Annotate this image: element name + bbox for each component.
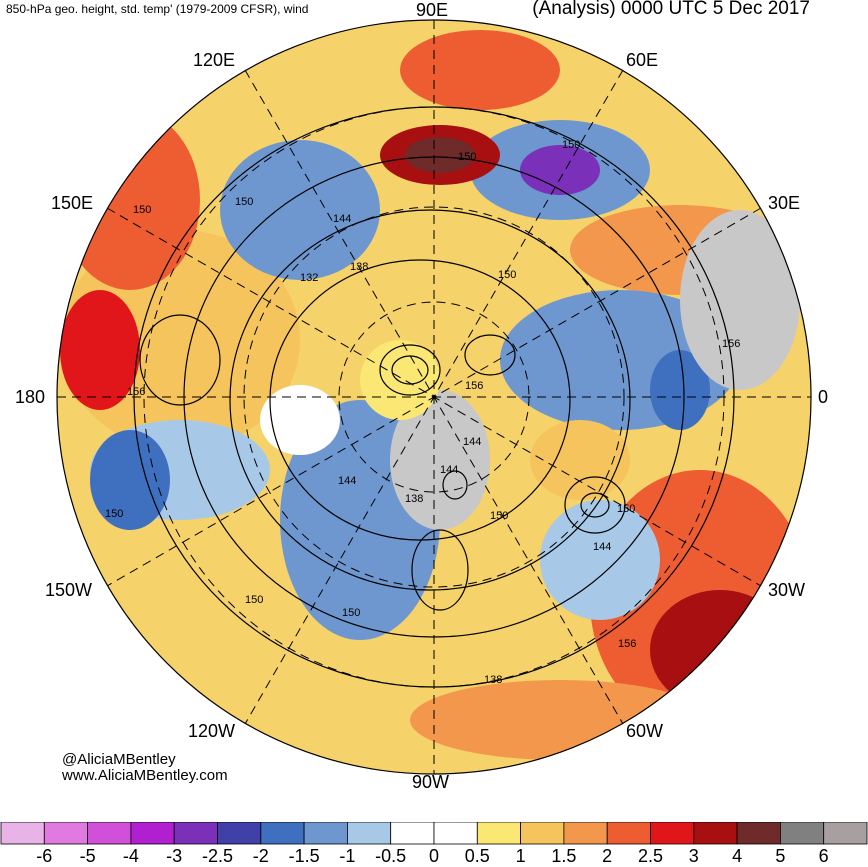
contour-labels: 150 150 150 150 156 156 132 138 144 150 …	[105, 139, 740, 686]
longitude-label-60e: 60E	[626, 50, 659, 70]
contour-label: 150	[617, 503, 635, 515]
colorbar-swatch	[736, 822, 781, 845]
colorbar-swatch	[303, 822, 348, 845]
contour-label: 150	[458, 151, 476, 163]
polar-stereographic-map	[56, 19, 812, 775]
contour-label: 150	[490, 510, 508, 522]
contour-label: 144	[463, 436, 481, 448]
colorbar-label: -1	[339, 846, 356, 866]
longitude-label-30e: 30E	[768, 193, 801, 213]
colorbar-label: -0.5	[375, 846, 407, 866]
colorbar-label: 5	[775, 846, 786, 866]
colorbar-label: 1.5	[551, 846, 577, 866]
colorbar-label: 2	[602, 846, 613, 866]
contour-label: 144	[440, 464, 458, 476]
colorbar-swatch	[476, 822, 521, 845]
colorbar-label: 4	[732, 846, 743, 866]
contour-label: 144	[333, 213, 351, 225]
contour-label: 150	[133, 204, 151, 216]
colorbar-label: -6	[36, 846, 53, 866]
colorbar-swatch	[130, 822, 175, 845]
colorbar-swatch	[217, 822, 262, 845]
longitude-label-90e: 90E	[416, 0, 449, 20]
colorbar-label: -2	[252, 846, 269, 866]
contour-label: 132	[300, 272, 318, 284]
contour-label: 144	[338, 475, 356, 487]
colorbar-swatch	[433, 822, 478, 845]
author-handle: @AliciaMBentley	[62, 751, 176, 768]
colorbar-swatch	[260, 822, 305, 845]
colorbar-swatch	[520, 822, 565, 845]
colorbar-label: -1.5	[288, 846, 320, 866]
contour-label: 138	[350, 261, 368, 273]
colorbar-label: 0	[428, 846, 439, 866]
colorbar-label: -2.5	[201, 846, 234, 866]
longitude-label-0: 0	[818, 387, 829, 407]
colorbar-label: 3	[688, 846, 699, 866]
colorbar-swatch	[87, 822, 132, 845]
map-title-right: (Analysis) 0000 UTC 5 Dec 2017	[532, 0, 810, 19]
contour-label: 150	[245, 594, 263, 606]
contour-label: 150	[498, 269, 516, 281]
longitude-label-120w: 120W	[188, 721, 236, 741]
colorbar-label: -5	[79, 846, 96, 866]
colorbar-swatch	[650, 822, 695, 845]
colorbar-label: -3	[166, 846, 183, 866]
longitude-label-150w: 150W	[45, 580, 93, 600]
colorbar-label: 1	[515, 846, 526, 866]
colorbar-swatch	[173, 822, 218, 845]
longitude-label-150e: 150E	[51, 193, 94, 213]
colorbar-swatches	[0, 822, 868, 845]
colorbar-swatch	[43, 822, 88, 845]
colorbar-swatch	[823, 822, 868, 845]
longitude-label-60w: 60W	[626, 721, 664, 741]
colorbar-label: 0.5	[464, 846, 490, 866]
contour-label: 150	[562, 139, 580, 151]
contour-label: 156	[722, 338, 740, 350]
colorbar-swatch	[0, 822, 45, 845]
colorbar-swatch	[606, 822, 651, 845]
colorbar-swatch	[563, 822, 608, 845]
colorbar	[0, 822, 868, 845]
longitude-label-30w: 30W	[768, 580, 806, 600]
colorbar-swatch	[693, 822, 738, 845]
contour-label: 156	[127, 386, 145, 398]
longitude-label-180: 180	[15, 387, 46, 407]
colorbar-label: 6	[818, 846, 829, 866]
author-website: www.AliciaMBentley.com	[62, 767, 228, 784]
graticule	[57, 20, 811, 774]
contour-label: 150	[235, 196, 253, 208]
contour-label: 144	[593, 541, 611, 553]
colorbar-label: 2.5	[637, 846, 664, 866]
colorbar-swatch	[346, 822, 392, 845]
contour-label: 156	[465, 380, 483, 392]
contour-label: 138	[405, 493, 423, 505]
colorbar-label: -4	[122, 846, 139, 866]
colorbar-swatch	[780, 822, 825, 845]
contour-label: 150	[342, 607, 360, 619]
map-title-left: 850-hPa geo. height, std. temp' (1979-20…	[6, 2, 309, 16]
colorbar-swatch	[390, 822, 435, 845]
contour-label: 138	[484, 674, 502, 686]
contour-label: 156	[618, 638, 636, 650]
contour-label: 150	[105, 508, 123, 520]
longitude-label-90w: 90W	[412, 772, 450, 792]
longitude-label-120e: 120E	[193, 50, 236, 70]
